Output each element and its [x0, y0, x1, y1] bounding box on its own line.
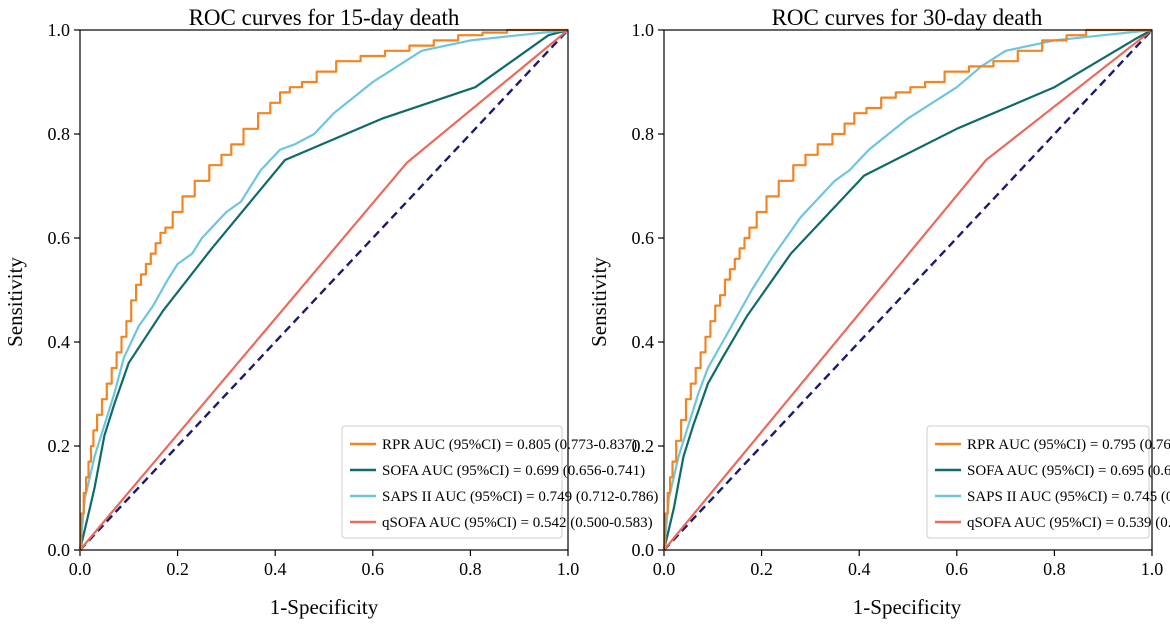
- x-tick-label: 1.0: [1141, 559, 1164, 579]
- x-tick-label: 0.6: [362, 559, 385, 579]
- y-tick-label: 0.0: [48, 540, 71, 560]
- y-tick-label: 0.0: [632, 540, 655, 560]
- x-tick-label: 0.6: [946, 559, 969, 579]
- roc-curve-qsofa: [79, 29, 569, 551]
- y-tick-label: 0.6: [632, 228, 655, 248]
- x-tick-label: 0.2: [166, 559, 189, 579]
- legend-label: SOFA AUC (95%CI) = 0.699 (0.656-0.741): [382, 463, 645, 479]
- legend-label: RPR AUC (95%CI) = 0.795 (0.763-0.828): [967, 437, 1170, 453]
- y-tick-label: 0.6: [48, 228, 71, 248]
- x-tick-label: 0.4: [264, 559, 287, 579]
- legend-label: qSOFA AUC (95%CI) = 0.539 (0.500-0.578): [967, 515, 1170, 531]
- legend-label: SAPS II AUC (95%CI) = 0.749 (0.712-0.786…: [382, 489, 658, 505]
- x-tick-label: 0.2: [750, 559, 773, 579]
- legend-label: SOFA AUC (95%CI) = 0.695 (0.655-0.735): [967, 463, 1170, 479]
- plot-frame: [663, 29, 1153, 551]
- roc-curve-sofa: [662, 29, 1153, 551]
- y-tick-label: 0.2: [632, 436, 655, 456]
- roc-curves: [662, 28, 1153, 552]
- y-tick-label: 0.2: [48, 436, 71, 456]
- axis-ticks: 0.0 0.2 0.4 0.6 0.8 1.0 0.0 0.2 0.4 0.6 0.8 1.0: [48, 20, 580, 579]
- roc-curve-saps-ii: [78, 28, 569, 551]
- x-tick-label: 0.0: [653, 559, 676, 579]
- chart-panel-15-day: ROC curves for 15-day death 1-Specificit…: [3, 5, 658, 619]
- chart-title: ROC curves for 15-day death: [189, 5, 460, 30]
- chart-title: ROC curves for 30-day death: [772, 5, 1043, 30]
- x-tick-label: 0.8: [1043, 559, 1066, 579]
- x-axis-label: 1-Specificity: [853, 595, 962, 619]
- legend: RPR AUC (95%CI) = 0.795 (0.763-0.828) SOF…: [926, 425, 1170, 539]
- roc-curve-rpr: [664, 28, 1152, 552]
- roc-curve-qsofa: [663, 29, 1153, 551]
- y-tick-label: 0.4: [48, 332, 71, 352]
- legend-label: SAPS II AUC (95%CI) = 0.745 (0.710-0.779…: [967, 489, 1170, 505]
- reference-diagonal-line: [663, 29, 1153, 551]
- y-tick-label: 0.8: [48, 124, 71, 144]
- y-tick-label: 1.0: [632, 20, 655, 40]
- legend-box: [926, 425, 1150, 539]
- x-tick-label: 1.0: [557, 559, 580, 579]
- roc-curve-rpr: [80, 28, 568, 552]
- roc-curve-saps-ii: [662, 28, 1153, 551]
- x-tick-label: 0.0: [69, 559, 92, 579]
- y-axis-label: Sensitivity: [3, 257, 27, 347]
- roc-curve-sofa: [78, 28, 569, 551]
- axis-ticks: 0.0 0.2 0.4 0.6 0.8 1.0 0.0 0.2 0.4 0.6 0.8 1.0: [632, 20, 1164, 579]
- x-tick-label: 0.8: [459, 559, 482, 579]
- y-tick-label: 0.4: [632, 332, 655, 352]
- x-tick-label: 0.4: [848, 559, 871, 579]
- y-tick-label: 1.0: [48, 20, 71, 40]
- legend-label: RPR AUC (95%CI) = 0.805 (0.773-0.837): [382, 437, 637, 453]
- legend-label: qSOFA AUC (95%CI) = 0.542 (0.500-0.583): [382, 515, 653, 531]
- plot-frame: [79, 29, 569, 551]
- legend: RPR AUC (95%CI) = 0.805 (0.773-0.837) SOF…: [341, 425, 658, 539]
- y-tick-label: 0.8: [632, 124, 655, 144]
- reference-diagonal-line: [79, 29, 569, 551]
- y-axis-label: Sensitivity: [587, 257, 611, 347]
- x-axis-label: 1-Specificity: [270, 595, 379, 619]
- legend-box: [341, 425, 563, 539]
- chart-panel-30-day: ROC curves for 30-day death 1-Specificit…: [587, 5, 1170, 619]
- roc-curves: [78, 28, 569, 552]
